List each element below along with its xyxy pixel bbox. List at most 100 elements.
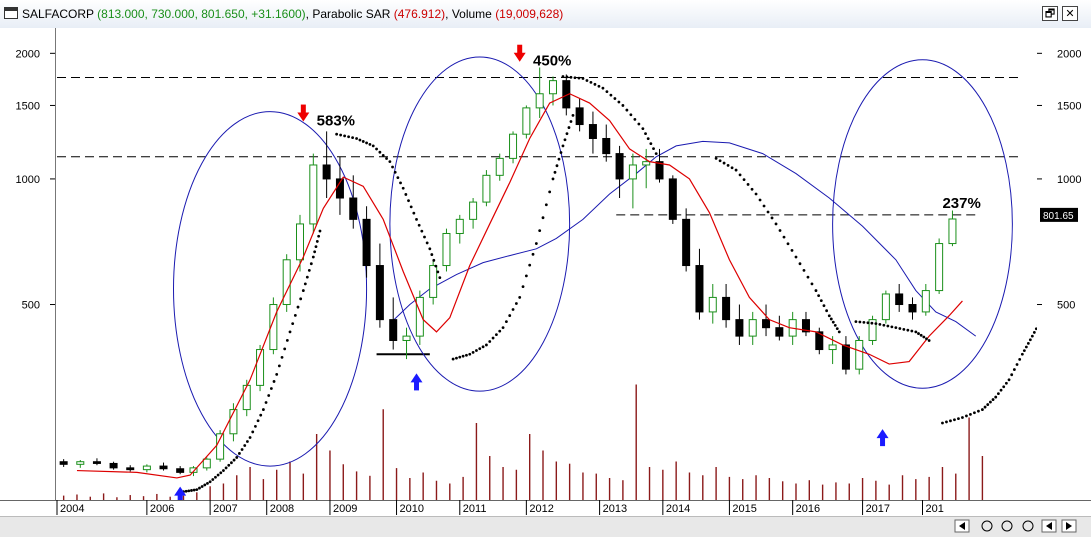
- sar-dot: [835, 327, 839, 331]
- percent-gain-label: 450%: [533, 53, 571, 70]
- sar-dot: [778, 229, 782, 232]
- sar-dot: [866, 321, 870, 325]
- sar-dot: [318, 229, 322, 233]
- sar-dot: [567, 126, 571, 129]
- sar-dot: [399, 181, 402, 185]
- percent-gain-label: 237%: [942, 195, 980, 212]
- sar-dot: [495, 333, 498, 336]
- sar-dot: [981, 408, 984, 411]
- up-arrow-icon: [410, 373, 423, 383]
- price-candle: [216, 433, 225, 460]
- sar-dot: [617, 100, 621, 104]
- sar-dot: [246, 440, 249, 443]
- x-axis-tick-label: 2010: [400, 503, 424, 515]
- sar-dot: [1002, 385, 1006, 389]
- sar-dot: [187, 489, 191, 493]
- sar-dot: [355, 137, 358, 140]
- sar-dot: [1030, 334, 1034, 338]
- sar-dot: [368, 143, 372, 146]
- price-candle: [575, 107, 584, 126]
- sar-dot: [211, 478, 215, 481]
- sar-dot: [585, 79, 589, 82]
- sar-dot: [296, 305, 300, 309]
- sar-dot: [973, 411, 976, 415]
- sar-dot: [461, 354, 465, 358]
- price-candle: [921, 290, 930, 313]
- cycle-ellipse: [389, 56, 571, 392]
- chart-scrollbar[interactable]: [0, 516, 1091, 537]
- sar-dot: [361, 140, 365, 143]
- price-candle: [588, 124, 597, 139]
- long-term-average-line: [389, 140, 977, 337]
- price-candle: [469, 201, 478, 220]
- x-axis-tick-label: 2004: [60, 503, 84, 515]
- sar-dot: [465, 353, 468, 357]
- sar-dot: [1022, 349, 1026, 353]
- price-candle: [402, 335, 411, 341]
- price-candle: [389, 319, 398, 341]
- sar-dot: [994, 395, 998, 399]
- scrollbar-controls[interactable]: [954, 519, 1077, 533]
- sar-dot: [309, 262, 313, 266]
- sar-dot: [365, 141, 368, 145]
- sar-dot: [1012, 368, 1016, 371]
- price-candle: [362, 218, 371, 267]
- sar-dot: [858, 320, 862, 324]
- sar-dot: [478, 347, 482, 351]
- price-candle: [176, 468, 185, 473]
- cycle-ellipse: [832, 59, 1013, 389]
- sar-dot: [238, 452, 241, 455]
- right-price-axis: [1038, 28, 1091, 500]
- sar-dot: [518, 296, 522, 299]
- moving-average-line: [76, 93, 963, 479]
- sar-dot: [829, 317, 833, 321]
- sar-dot: [770, 216, 774, 220]
- sar-dot: [317, 234, 321, 238]
- up-arrow-shaft: [414, 381, 420, 391]
- price-candle: [881, 293, 890, 321]
- sar-dot: [438, 276, 442, 280]
- price-candle: [801, 319, 810, 333]
- plot-layer: 583% 450% 237%: [56, 44, 1037, 500]
- sar-dot: [577, 76, 581, 80]
- sar-dot: [758, 198, 762, 202]
- sar-dot: [227, 463, 231, 467]
- sar-dot: [508, 314, 512, 317]
- left-y-tick-label: 2000: [16, 48, 40, 60]
- sar-dot: [305, 275, 309, 279]
- restore-window-button[interactable]: 🗗: [1042, 6, 1058, 21]
- sar-dot: [251, 430, 255, 434]
- sar-dot: [878, 323, 882, 326]
- price-candle: [735, 319, 744, 337]
- sar-dot: [561, 144, 565, 148]
- price-candle: [948, 218, 957, 245]
- sar-dot: [339, 133, 343, 137]
- sar-dot: [501, 326, 505, 330]
- sar-dot: [991, 398, 995, 401]
- price-candle: [615, 153, 624, 180]
- sar-dot: [504, 320, 508, 324]
- sar-dot: [280, 355, 284, 359]
- sar-dot: [814, 289, 818, 292]
- sar-dot: [569, 120, 573, 123]
- down-arrow-icon: [513, 52, 526, 62]
- sar-dot: [817, 294, 821, 298]
- sar-dot: [1032, 331, 1036, 334]
- sar-dot: [902, 327, 906, 331]
- sar-dot: [917, 332, 920, 335]
- up-arrow-icon: [174, 486, 187, 496]
- price-candle: [229, 409, 238, 435]
- sar-dot: [633, 117, 637, 121]
- sar-dot: [388, 160, 392, 164]
- price-candle: [296, 223, 305, 261]
- sar-dot: [401, 186, 405, 190]
- sar-dot: [240, 448, 244, 451]
- x-axis-tick-label: 2012: [529, 503, 553, 515]
- sar-dot: [718, 159, 722, 163]
- sar-dot: [198, 486, 201, 490]
- close-window-button[interactable]: ✕: [1062, 6, 1078, 21]
- sar-dot: [810, 282, 814, 286]
- sar-dot: [468, 352, 472, 356]
- price-candle: [482, 174, 491, 203]
